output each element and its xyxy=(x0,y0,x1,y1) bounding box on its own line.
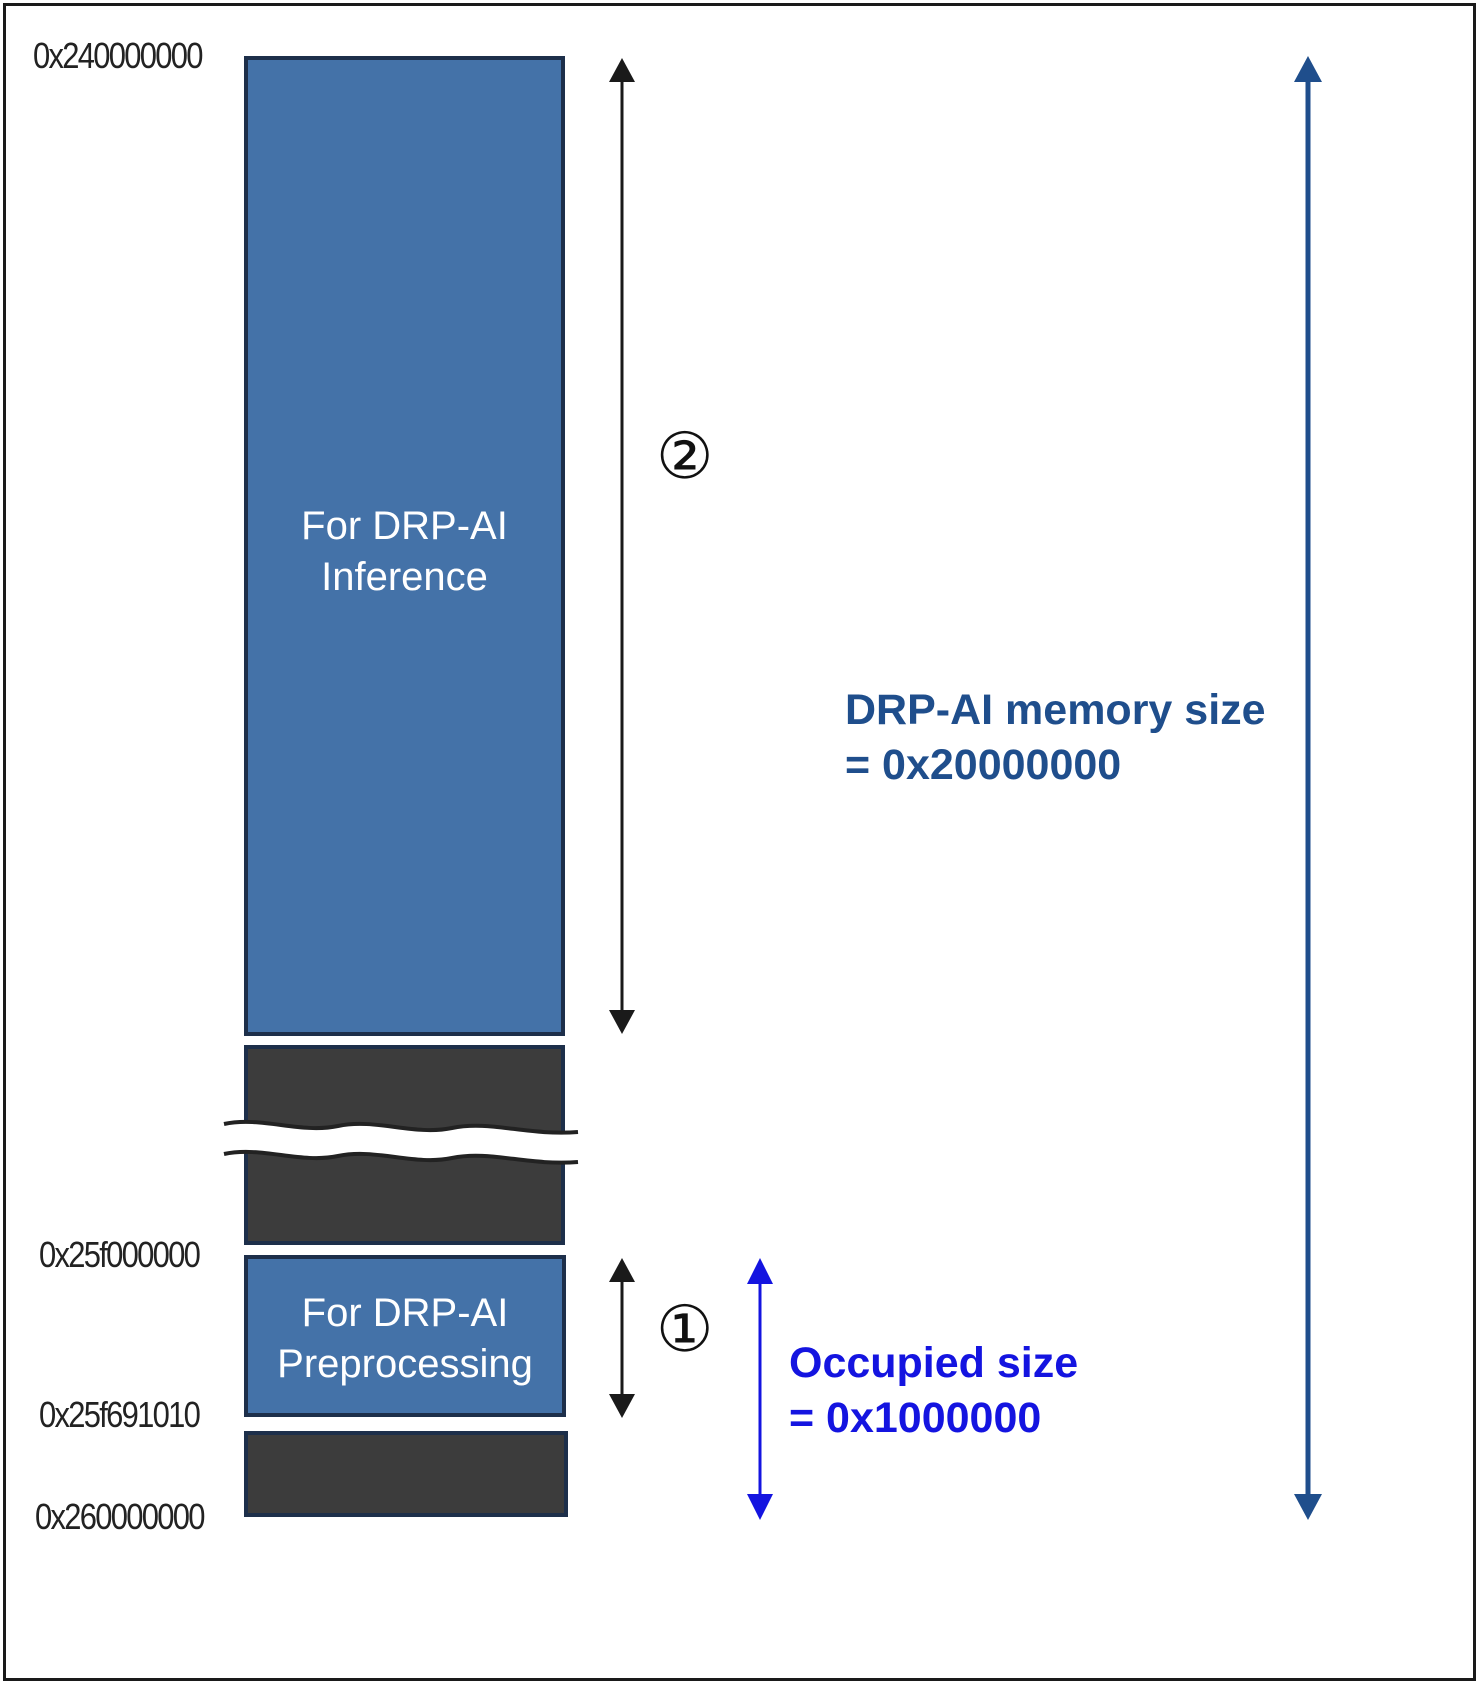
marker-preprocessing: ① xyxy=(656,1293,714,1367)
break-line-top xyxy=(223,1119,579,1135)
address-preprocessing-start: 0x25f000000 xyxy=(39,1234,201,1275)
occupied-size-line1: Occupied size xyxy=(789,1339,1079,1387)
break-line-bottom xyxy=(223,1149,579,1165)
inference-label-line1: For DRP-AI xyxy=(301,504,508,548)
memory-size-label: DRP-AI memory size = 0x20000000 xyxy=(845,683,1266,793)
preprocessing-span-arrow xyxy=(609,1258,635,1418)
preprocessing-label-line1: For DRP-AI xyxy=(301,1291,509,1335)
inference-region-label: For DRP-AI Inference xyxy=(248,501,561,603)
inference-label-line2: Inference xyxy=(321,555,488,599)
inference-region: For DRP-AI Inference xyxy=(244,56,565,1036)
remaining-region xyxy=(244,1431,568,1517)
address-preprocessing-end: 0x25f691010 xyxy=(39,1394,201,1435)
address-top: 0x240000000 xyxy=(33,35,203,76)
occupied-size-line2: = 0x1000000 xyxy=(789,1394,1042,1442)
marker-inference: ② xyxy=(656,420,714,494)
break-mark xyxy=(224,1121,578,1163)
address-bottom: 0x260000000 xyxy=(35,1496,205,1537)
preprocessing-label-line2: Preprocessing xyxy=(277,1342,533,1386)
memory-size-arrow xyxy=(1294,56,1322,1520)
memory-size-line2: = 0x20000000 xyxy=(845,741,1122,789)
inference-span-arrow xyxy=(609,58,635,1034)
occupied-size-arrow xyxy=(747,1258,773,1520)
diagram-frame xyxy=(3,3,1476,1681)
preprocessing-region: For DRP-AI Preprocessing xyxy=(244,1255,566,1417)
occupied-size-label: Occupied size = 0x1000000 xyxy=(789,1336,1078,1446)
preprocessing-region-label: For DRP-AI Preprocessing xyxy=(248,1288,562,1390)
memory-size-line1: DRP-AI memory size xyxy=(845,686,1266,734)
